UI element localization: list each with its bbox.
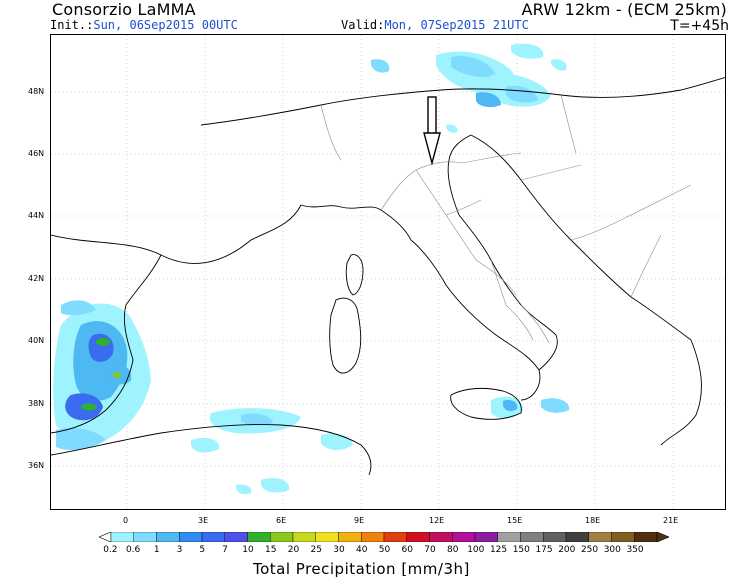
colorbar-level-label: 175 (535, 545, 553, 555)
model-title: ARW 12km - (ECM 25km) (521, 0, 727, 19)
colorbar-low-end (99, 532, 112, 542)
colorbar-level-label: 15 (265, 545, 277, 555)
precipitation-map (50, 34, 726, 510)
colorbar-level-label: 30 (333, 545, 345, 555)
colorbar-title: Total Precipitation [mm/3h] (253, 560, 470, 578)
colorbar-level-label: 300 (603, 545, 621, 555)
colorbar-cell (383, 532, 407, 542)
organization-title: Consorzio LaMMA (52, 0, 196, 19)
lat-label-38n: 38N (28, 399, 45, 408)
colorbar-cell (156, 532, 180, 542)
colorbar-level-label: 150 (512, 545, 530, 555)
colorbar-cell (406, 532, 430, 542)
colorbar-cell (292, 532, 316, 542)
colorbar-level-label: 7 (222, 545, 228, 555)
lon-label-18e: 18E (585, 516, 601, 525)
colorbar-cell (497, 532, 521, 542)
colorbar-cell (611, 532, 635, 542)
colorbar-level-label: 250 (580, 545, 599, 555)
colorbar-level-label: 80 (447, 545, 459, 555)
colorbar-level-label: 200 (558, 545, 576, 555)
colorbar-cell (110, 532, 134, 542)
region-borders (320, 94, 692, 344)
lat-label-36n: 36N (28, 461, 45, 470)
colorbar-cell (338, 532, 362, 542)
colorbar-cell (520, 532, 544, 542)
colorbar-level-label: 5 (199, 545, 206, 555)
colorbar-cell (429, 532, 453, 542)
colorbar-cell (361, 532, 385, 542)
lon-label-12e: 12E (429, 516, 445, 525)
colorbar-high-end (656, 532, 669, 542)
colorbar-cell (474, 532, 498, 542)
colorbar-level-label: 70 (424, 545, 436, 555)
colorbar-cell (543, 532, 567, 542)
colorbar-level-label: 125 (489, 545, 508, 555)
colorbar-cell (179, 532, 203, 542)
colorbar-level-label: 1 (153, 545, 160, 555)
location-arrow (423, 96, 441, 166)
colorbar-level-label: 50 (378, 545, 391, 555)
lead-time: T=+45h (670, 18, 729, 34)
valid-value: Mon, 07Sep2015 21UTC (384, 18, 529, 32)
colorbar-level-label: 3 (176, 545, 183, 555)
colorbar-level-label: 25 (310, 545, 322, 555)
colorbar-level-label: 40 (356, 545, 368, 555)
coastlines (51, 77, 725, 476)
colorbar-cell (270, 532, 294, 542)
colorbar-cell (565, 532, 589, 542)
lon-label-21e: 21E (663, 516, 679, 525)
precipitation-areas (53, 43, 570, 495)
lat-label-46n: 46N (28, 149, 45, 158)
colorbar-cell (634, 532, 658, 542)
lat-label-40n: 40N (28, 336, 45, 345)
colorbar-cell (247, 532, 271, 542)
colorbar-level-label: 20 (287, 545, 300, 555)
colorbar-level-label: 0.6 (125, 545, 141, 555)
lat-label-44n: 44N (28, 211, 45, 220)
graticule (51, 35, 725, 509)
colorbar-level-label: 0.2 (103, 545, 118, 555)
colorbar-level-label: 100 (467, 545, 485, 555)
map-canvas (51, 35, 725, 509)
colorbar-cell (452, 532, 476, 542)
colorbar-cell (588, 532, 612, 542)
lon-label-0: 0 (123, 516, 129, 525)
valid-time: Valid:Mon, 07Sep2015 21UTC (341, 18, 529, 32)
colorbar-level-label: 350 (626, 545, 644, 555)
init-time: Init.:Sun, 06Sep2015 00UTC (50, 18, 238, 32)
lat-label-42n: 42N (28, 274, 45, 283)
valid-label: Valid: (341, 18, 385, 32)
colorbar (99, 532, 669, 542)
colorbar-cell (133, 532, 157, 542)
colorbar-level-label: 60 (401, 545, 413, 555)
init-value: Sun, 06Sep2015 00UTC (93, 18, 238, 32)
lon-label-3e: 3E (198, 516, 209, 525)
lon-label-9e: 9E (354, 516, 365, 525)
init-label: Init.: (50, 18, 94, 32)
colorbar-cell (315, 532, 339, 542)
lon-label-6e: 6E (276, 516, 287, 525)
colorbar-cell (224, 532, 248, 542)
lat-label-48n: 48N (28, 87, 45, 96)
lon-label-15e: 15E (507, 516, 523, 525)
colorbar-level-label: 10 (242, 545, 254, 555)
colorbar-cell (201, 532, 225, 542)
